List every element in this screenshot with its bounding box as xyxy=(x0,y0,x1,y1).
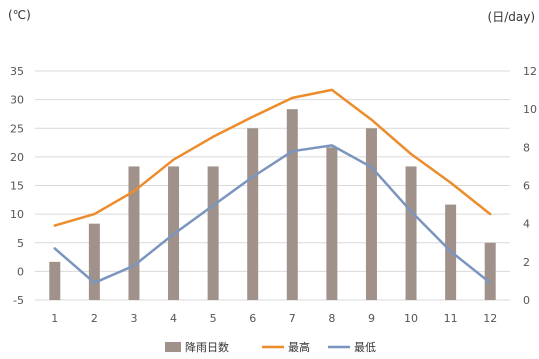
y-left-tick-label: 35 xyxy=(10,65,24,78)
x-tick-label: 10 xyxy=(404,312,418,325)
y-right-tick-label: 12 xyxy=(523,65,537,78)
y-right-tick-label: 6 xyxy=(523,180,530,193)
y-left-tick-label: -5 xyxy=(13,294,24,307)
legend: 降雨日数 最高 最低 xyxy=(165,340,376,354)
right-axis-unit: (日/day) xyxy=(487,10,535,24)
series-line xyxy=(53,88,492,227)
legend-swatch xyxy=(165,342,181,352)
left-axis-unit: (℃) xyxy=(8,8,31,22)
y-left-tick-label: 0 xyxy=(17,265,24,278)
x-tick-label: 12 xyxy=(483,312,497,325)
x-axis: 1 2 3 4 5 6 7 8 9 10 11 12 xyxy=(51,312,497,325)
bar xyxy=(49,261,61,300)
x-tick-label: 3 xyxy=(130,312,137,325)
x-tick-label: 2 xyxy=(91,312,98,325)
y-right-tick-label: 10 xyxy=(523,103,537,116)
y-right-tick-label: 2 xyxy=(523,256,530,269)
bar xyxy=(365,128,377,300)
legend-label: 降雨日数 xyxy=(185,340,229,354)
bar xyxy=(484,242,496,300)
x-tick-label: 6 xyxy=(249,312,256,325)
y-left-tick-label: 30 xyxy=(10,94,24,107)
x-tick-label: 1 xyxy=(51,312,58,325)
bar xyxy=(128,166,140,300)
gridlines xyxy=(35,70,510,301)
bar xyxy=(326,147,338,300)
y-left-tick-label: 15 xyxy=(10,180,24,193)
bar xyxy=(286,109,298,301)
x-tick-label: 5 xyxy=(210,312,217,325)
bar xyxy=(88,223,100,300)
legend-label: 最低 xyxy=(354,341,376,354)
y-left-tick-label: 25 xyxy=(10,122,24,135)
y-left-tick-label: 5 xyxy=(17,237,24,250)
y-left-tick-label: 20 xyxy=(10,151,24,164)
legend-label: 最高 xyxy=(288,340,310,354)
right-y-axis: 0 2 4 6 8 10 12 xyxy=(523,65,537,307)
x-tick-label: 7 xyxy=(289,312,296,325)
bar xyxy=(247,128,259,300)
bar xyxy=(207,166,219,300)
line-series xyxy=(53,88,492,285)
x-tick-label: 9 xyxy=(368,312,375,325)
y-right-tick-label: 0 xyxy=(523,294,530,307)
left-y-axis: -5 0 5 10 15 20 25 30 35 xyxy=(10,65,24,307)
x-tick-label: 4 xyxy=(170,312,177,325)
y-right-tick-label: 4 xyxy=(523,218,530,231)
x-tick-label: 11 xyxy=(444,312,458,325)
x-tick-label: 8 xyxy=(328,312,335,325)
bar xyxy=(405,166,417,300)
series-line xyxy=(53,144,492,285)
y-right-tick-label: 8 xyxy=(523,141,530,154)
y-left-tick-label: 10 xyxy=(10,208,24,221)
